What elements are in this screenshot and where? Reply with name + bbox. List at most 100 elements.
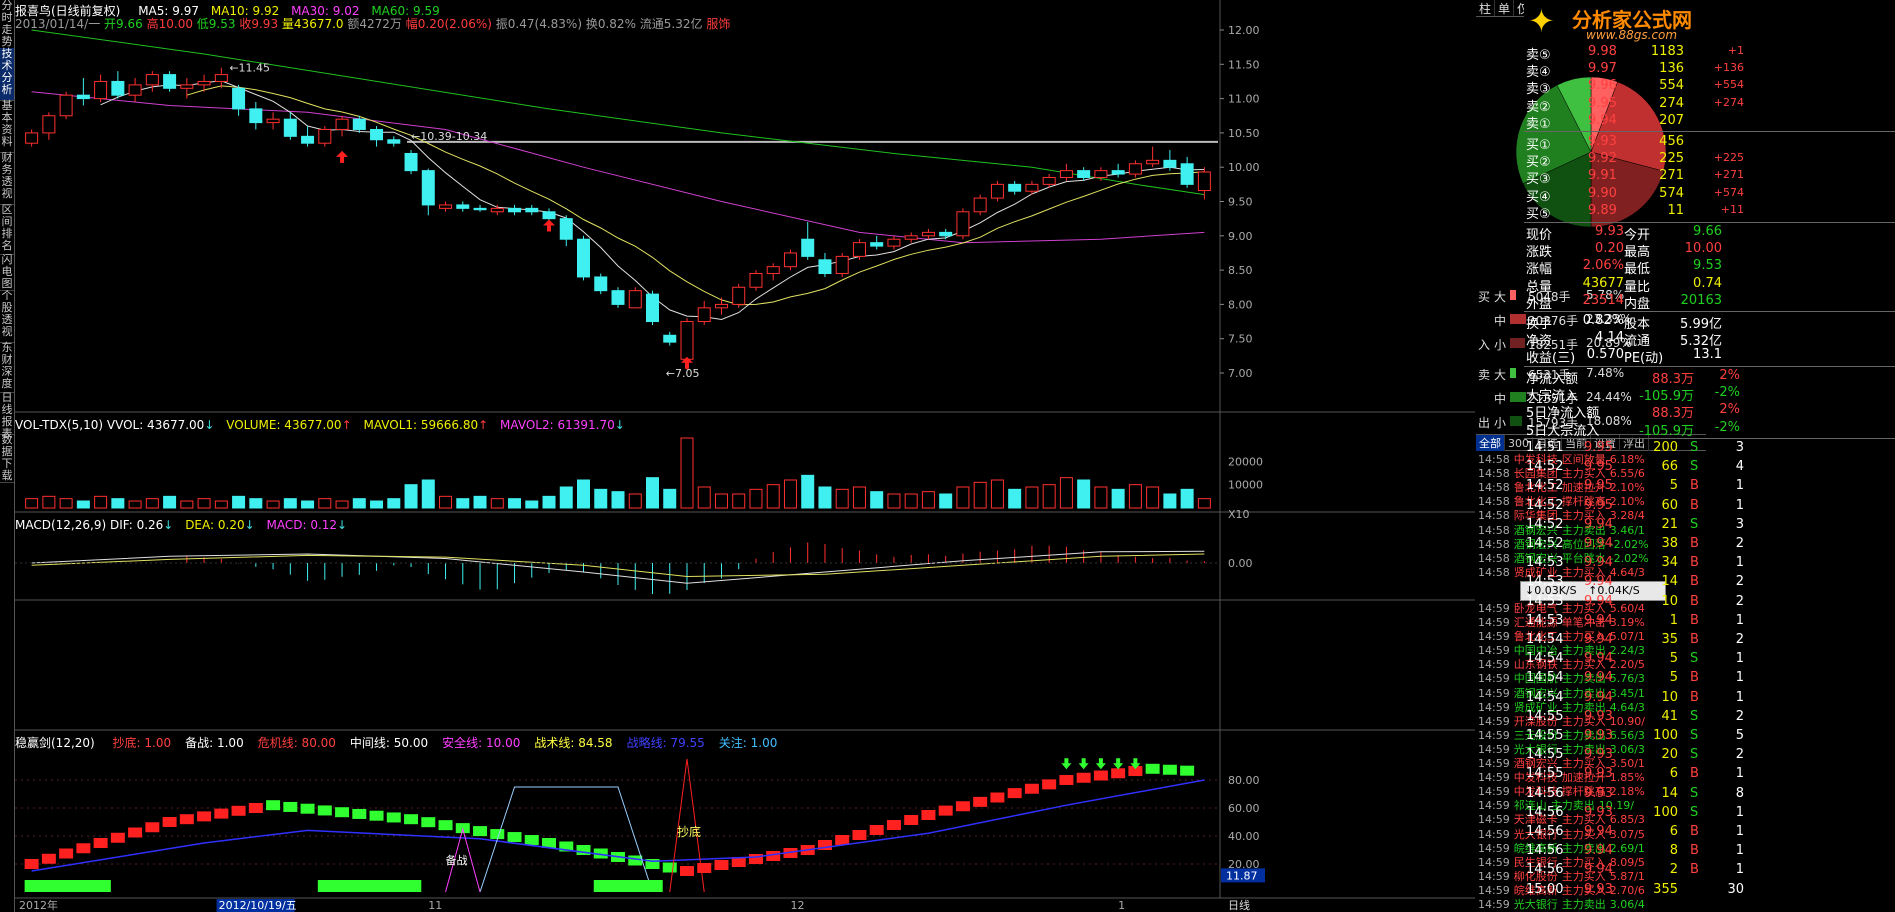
- news-item[interactable]: 14:59 三元股份 主力卖出 6.56/3: [1478, 727, 1649, 743]
- speed-popup[interactable]: ↓0.03K/S ↑0.04K/S: [1520, 581, 1666, 601]
- chart-area[interactable]: 12.00 11.50 11.00 10.50 10.00 9.50 9.00 8.50 8.0…: [15, 0, 1475, 912]
- news-item[interactable]: 14:58 贤成矿业 主力买入 4.64/3: [1478, 564, 1649, 580]
- news-item[interactable]: 14:59 光大银行 主力卖出 3.06/3: [1478, 741, 1649, 757]
- news-item[interactable]: 14:59 民生银行 主力买入 8.09/5: [1478, 854, 1649, 870]
- candle-body[interactable]: [404, 152, 418, 172]
- news-tab-0[interactable]: 全部: [1476, 435, 1505, 451]
- candle-body[interactable]: [542, 211, 556, 220]
- nav-tab-8[interactable]: 日线报表: [0, 391, 14, 440]
- candle-body[interactable]: [783, 252, 797, 268]
- candle-body[interactable]: [921, 231, 935, 237]
- candle-body[interactable]: [352, 118, 366, 130]
- candle-body[interactable]: [1180, 163, 1194, 185]
- candle-body[interactable]: [76, 94, 90, 100]
- candle-body[interactable]: [266, 118, 280, 124]
- candle-body[interactable]: [42, 115, 56, 134]
- candle-body[interactable]: [1077, 170, 1091, 178]
- news-tab-1[interactable]: 300: [1505, 437, 1533, 450]
- candle-body[interactable]: [111, 80, 125, 96]
- news-item[interactable]: 14:59 酒钢宏兴 主力买入 3.50/1: [1478, 755, 1649, 771]
- candle-body[interactable]: [25, 132, 39, 144]
- candle-body[interactable]: [870, 242, 884, 247]
- mid-tab-1[interactable]: 单: [1495, 0, 1515, 16]
- nav-tab-7[interactable]: 东财深度: [0, 342, 14, 393]
- candle-body[interactable]: [525, 207, 539, 213]
- news-item[interactable]: 14:59 皖维高新 主力卖出 2.69/1: [1478, 840, 1649, 856]
- candle-body[interactable]: [197, 80, 211, 86]
- candle-body[interactable]: [1197, 171, 1211, 192]
- nav-tab-3[interactable]: 财务透视: [0, 152, 14, 205]
- candle-body[interactable]: [611, 290, 625, 305]
- candle-body[interactable]: [663, 334, 677, 343]
- news-item[interactable]: 14:59 中国国航 主力卖出 5.76/3: [1478, 670, 1649, 686]
- nav-tab-0[interactable]: 分时走势: [0, 0, 14, 49]
- candle-body[interactable]: [490, 207, 504, 213]
- candle-body[interactable]: [232, 87, 246, 110]
- candle-body[interactable]: [1008, 183, 1022, 192]
- candle-body[interactable]: [1128, 163, 1142, 175]
- news-item[interactable]: 14:59 中国中冶 主力卖出 2.24/3: [1478, 642, 1649, 658]
- candle-body[interactable]: [973, 197, 987, 213]
- news-item[interactable]: 14:58 酒钢宏兴 平台跳水 -2.02%: [1478, 550, 1653, 566]
- news-item[interactable]: 14:58 酒钢宏兴 高位回落 -2.02%: [1478, 536, 1653, 552]
- news-item[interactable]: 14:58 鲁北化工 撑杆跳高 2.10%: [1478, 493, 1649, 509]
- chart-svg[interactable]: 12.0011.5011.0010.5010.009.509.008.508.0…: [15, 0, 1475, 912]
- news-item[interactable]: 14:59 酒钢宏兴 主力卖出 3.45/1: [1478, 685, 1649, 701]
- candle-body[interactable]: [508, 207, 522, 213]
- candle-body[interactable]: [283, 118, 297, 137]
- nav-tab-2[interactable]: 基本资料: [0, 100, 14, 153]
- news-item[interactable]: 14:59 光大银行 主力卖出 3.06/4: [1478, 896, 1649, 912]
- candle-body[interactable]: [559, 218, 573, 240]
- candle-body[interactable]: [94, 80, 108, 100]
- candle-body[interactable]: [697, 307, 711, 323]
- candle-body[interactable]: [1094, 170, 1108, 178]
- nav-tab-5[interactable]: 闪电图: [0, 253, 14, 291]
- candle-body[interactable]: [163, 74, 177, 89]
- nav-tab-9[interactable]: 数据下载: [0, 433, 14, 483]
- candle-body[interactable]: [1146, 159, 1160, 165]
- candle-body[interactable]: [128, 84, 142, 96]
- candle-body[interactable]: [214, 74, 228, 82]
- candle-body[interactable]: [766, 266, 780, 275]
- period-label[interactable]: 日线: [1228, 898, 1250, 912]
- candle-body[interactable]: [1059, 170, 1073, 178]
- news-item[interactable]: 14:59 中发科技 撑杆跳高 2.18%: [1478, 783, 1649, 799]
- news-item[interactable]: 14:59 山东钢铁 主力买入 2.20/5: [1478, 656, 1649, 672]
- candle-body[interactable]: [421, 170, 435, 206]
- candle-body[interactable]: [939, 231, 953, 237]
- candle-body[interactable]: [473, 207, 487, 211]
- candle-body[interactable]: [818, 259, 832, 275]
- candle-body[interactable]: [1163, 159, 1177, 168]
- news-tab-3[interactable]: 当前: [1562, 435, 1591, 451]
- news-item[interactable]: 14:59 开滦股份 主力买入 10.90/: [1478, 713, 1649, 729]
- candle-body[interactable]: [749, 273, 763, 288]
- candle-body[interactable]: [732, 286, 746, 305]
- news-item[interactable]: 14:59 卧龙电气 主力买入 5.60/4: [1478, 600, 1649, 616]
- candle-body[interactable]: [577, 238, 591, 278]
- news-item[interactable]: 14:59 祁连山 主力卖出 10.19/: [1478, 797, 1638, 813]
- news-item[interactable]: 14:58 中发科技 区间放量 6.18%: [1478, 451, 1649, 467]
- news-item[interactable]: 14:59 中发科技 加速拉升 1.85%: [1478, 769, 1649, 785]
- nav-tab-4[interactable]: 区间排名: [0, 204, 14, 255]
- news-item[interactable]: 14:59 皖维高新 主力买入 2.70/6: [1478, 882, 1649, 898]
- news-item[interactable]: 14:59 贤成矿业 主力卖出 4.64/3: [1478, 699, 1649, 715]
- candle-body[interactable]: [180, 84, 194, 89]
- candle-body[interactable]: [145, 74, 159, 86]
- news-tab-5[interactable]: 浮出: [1620, 435, 1649, 451]
- candle-body[interactable]: [904, 235, 918, 240]
- candle-body[interactable]: [990, 183, 1004, 199]
- news-item[interactable]: 14:58 长园集团 主力买入 6.55/6: [1478, 465, 1649, 481]
- news-item[interactable]: 14:59 柳化股份 主力买入 5.87/1: [1478, 868, 1649, 884]
- candle-body[interactable]: [801, 238, 815, 257]
- news-item[interactable]: 14:59 汇通能源 单笔冲击 3.19%: [1478, 614, 1649, 630]
- nav-tab-1[interactable]: 技术分析: [0, 48, 14, 101]
- news-item[interactable]: 14:58 际华集团 主力买入 3.28/4: [1478, 507, 1649, 523]
- candle-body[interactable]: [1025, 183, 1039, 192]
- candle-body[interactable]: [628, 290, 642, 309]
- news-tab-4[interactable]: 设置: [1591, 435, 1620, 451]
- news-item[interactable]: 14:59 光大银行 主力买入 3.07/5: [1478, 826, 1649, 842]
- candle-body[interactable]: [439, 204, 453, 209]
- candle-body[interactable]: [387, 139, 401, 144]
- candle-body[interactable]: [714, 303, 728, 309]
- news-tabs[interactable]: 全部 300 自选 当前 设置 浮出: [1476, 434, 1706, 451]
